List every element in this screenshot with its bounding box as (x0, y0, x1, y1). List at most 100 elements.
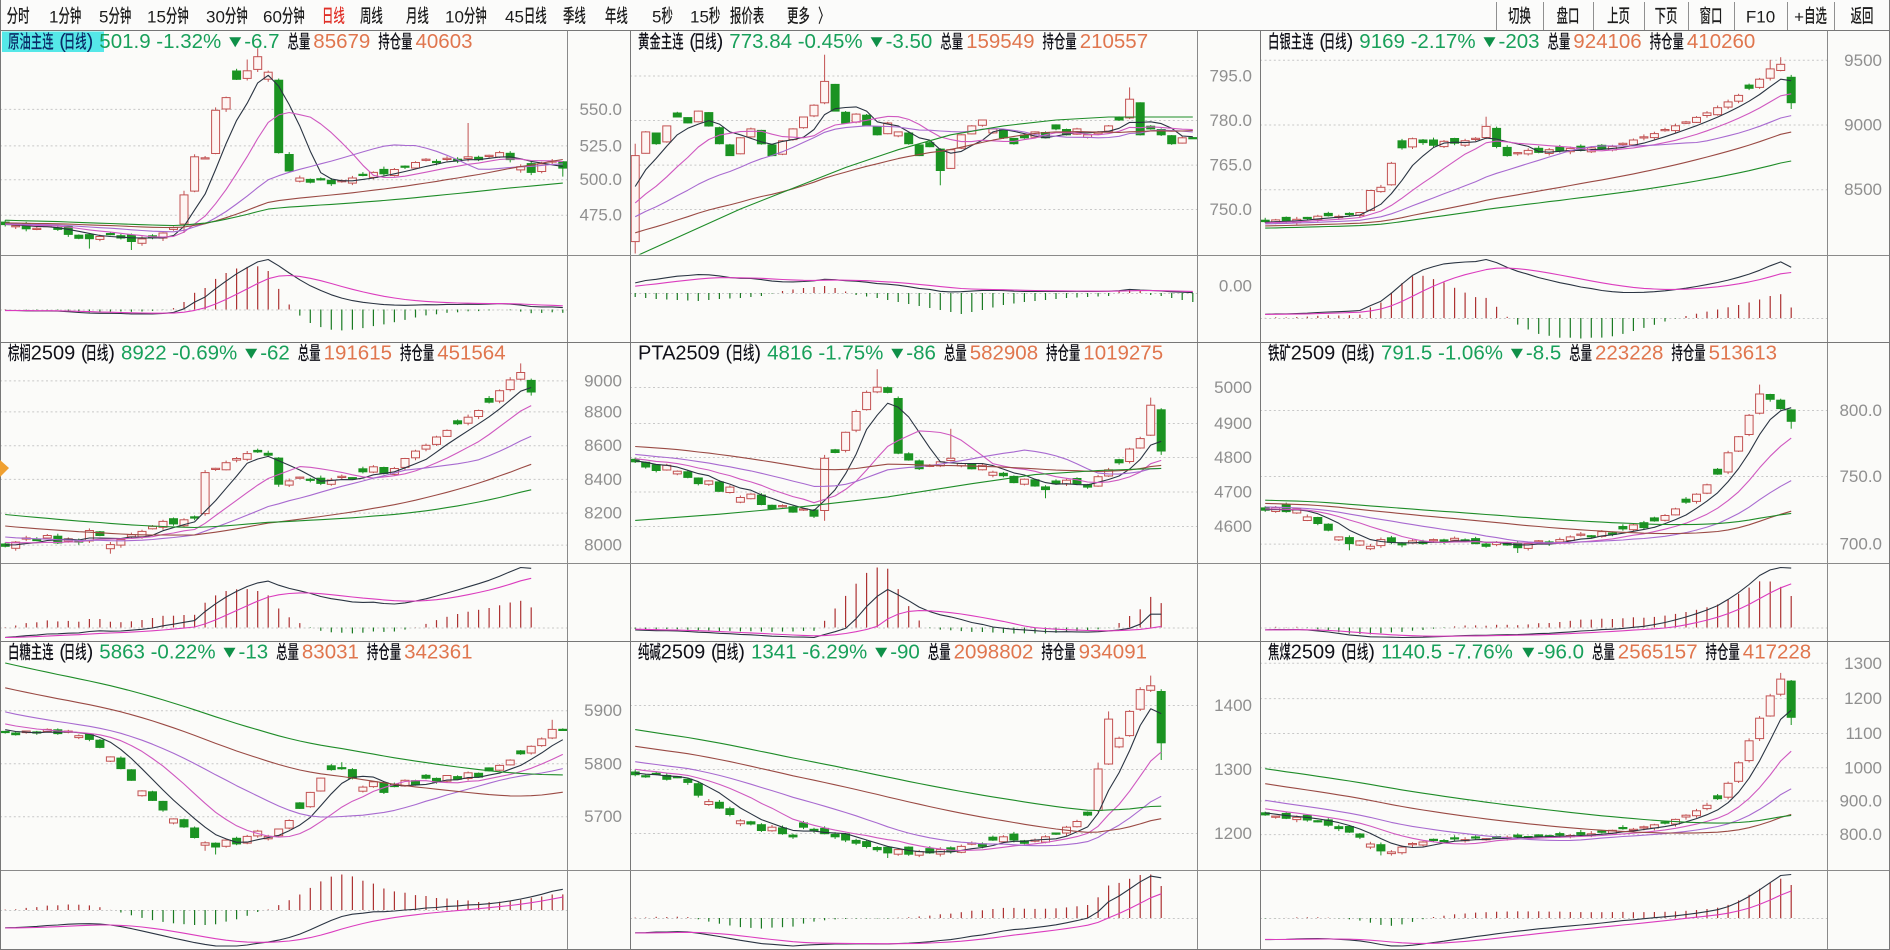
svg-text:417228: 417228 (1743, 641, 1811, 664)
svg-text:83031: 83031 (302, 641, 359, 664)
svg-text:8000: 8000 (584, 536, 622, 555)
svg-text:9169 -2.17%: 9169 -2.17% (1359, 30, 1475, 53)
svg-text:500.0: 500.0 (579, 170, 622, 189)
svg-text:1300: 1300 (1844, 654, 1882, 673)
svg-text:5000: 5000 (1214, 378, 1252, 397)
svg-text:2509 (: 2509 ( (1291, 343, 1348, 365)
svg-text:4900: 4900 (1214, 414, 1252, 433)
svg-text:410260: 410260 (1687, 30, 1755, 53)
svg-text:10: 10 (445, 8, 464, 27)
svg-text:4800: 4800 (1214, 448, 1252, 467)
svg-text:-96.0: -96.0 (1537, 641, 1584, 664)
svg-text:9000: 9000 (584, 371, 622, 390)
svg-text:800.0: 800.0 (1839, 401, 1882, 420)
svg-text:(: ( (689, 31, 696, 53)
svg-text:8800: 8800 (584, 402, 622, 421)
svg-text:750.0: 750.0 (1209, 200, 1252, 219)
svg-text:5863 -0.22%: 5863 -0.22% (99, 641, 215, 664)
svg-text:PTA2509 (: PTA2509 ( (638, 343, 732, 365)
svg-text:): ) (87, 31, 94, 53)
svg-text:765.0: 765.0 (1209, 156, 1252, 175)
svg-text:-13: -13 (239, 641, 269, 664)
svg-text:1341 -6.29%: 1341 -6.29% (751, 641, 867, 664)
svg-text:5800: 5800 (584, 754, 622, 773)
svg-text:0.00: 0.00 (1219, 277, 1252, 296)
svg-text:1100: 1100 (1845, 724, 1882, 743)
svg-text:): ) (1347, 31, 1354, 53)
svg-text:15: 15 (690, 8, 709, 27)
svg-text:791.5 -1.06%: 791.5 -1.06% (1381, 342, 1503, 365)
svg-text:1019275: 1019275 (1083, 342, 1163, 365)
svg-text:): ) (754, 343, 761, 365)
svg-text:8600: 8600 (584, 436, 622, 455)
svg-text:780.0: 780.0 (1209, 111, 1252, 130)
svg-text:900.0: 900.0 (1839, 792, 1882, 811)
svg-text:): ) (738, 642, 745, 664)
svg-text:451564: 451564 (437, 342, 505, 365)
svg-text:F10: F10 (1746, 8, 1775, 27)
svg-text:9000: 9000 (1844, 116, 1882, 135)
svg-text:45: 45 (505, 8, 524, 27)
svg-text:5: 5 (652, 8, 661, 27)
svg-text:1200: 1200 (1214, 824, 1252, 843)
svg-text:1000: 1000 (1844, 758, 1882, 777)
svg-text:210557: 210557 (1080, 30, 1148, 53)
svg-text:773.84 -0.45%: 773.84 -0.45% (729, 30, 862, 53)
svg-text:513613: 513613 (1709, 342, 1777, 365)
svg-text:934091: 934091 (1079, 641, 1147, 664)
svg-text:501.9 -1.32%: 501.9 -1.32% (99, 30, 221, 53)
svg-text:924106: 924106 (1573, 30, 1641, 53)
svg-text:159549: 159549 (966, 30, 1034, 53)
svg-text:): ) (108, 343, 115, 365)
svg-text:4600: 4600 (1214, 517, 1252, 536)
svg-text:2098802: 2098802 (954, 641, 1034, 664)
svg-text:1: 1 (49, 8, 58, 27)
svg-text:4816 -1.75%: 4816 -1.75% (767, 342, 883, 365)
svg-text:750.0: 750.0 (1839, 467, 1882, 486)
svg-text:5: 5 (99, 8, 108, 27)
svg-text:2509 (: 2509 ( (31, 343, 88, 365)
svg-text:-203: -203 (1499, 30, 1540, 53)
svg-text:15: 15 (147, 8, 166, 27)
svg-text:4700: 4700 (1214, 483, 1252, 502)
svg-text:2509 (: 2509 ( (661, 642, 718, 664)
svg-text:582908: 582908 (970, 342, 1038, 365)
svg-text:40603: 40603 (416, 30, 473, 53)
svg-text:9500: 9500 (1844, 51, 1882, 70)
svg-text:223228: 223228 (1595, 342, 1663, 365)
svg-text:): ) (1368, 343, 1375, 365)
svg-text:(: ( (59, 31, 66, 53)
svg-text:800.0: 800.0 (1839, 825, 1882, 844)
svg-text:(: ( (59, 642, 66, 664)
svg-text:85679: 85679 (313, 30, 370, 53)
svg-text:342361: 342361 (404, 641, 472, 664)
svg-text:700.0: 700.0 (1839, 535, 1882, 554)
svg-text:(: ( (1319, 31, 1326, 53)
svg-text:191615: 191615 (324, 342, 392, 365)
svg-text:8400: 8400 (584, 470, 622, 489)
svg-text:550.0: 550.0 (579, 100, 622, 119)
svg-text:2509 (: 2509 ( (1291, 642, 1348, 664)
svg-text:+: + (1794, 8, 1804, 27)
svg-text:60: 60 (263, 8, 282, 27)
svg-text:5700: 5700 (584, 807, 622, 826)
svg-text:-6.7: -6.7 (244, 30, 279, 53)
svg-text:): ) (87, 642, 94, 664)
svg-text:8200: 8200 (584, 504, 622, 523)
svg-text:): ) (1368, 642, 1375, 664)
svg-text:-90: -90 (890, 641, 920, 664)
svg-text:8922 -0.69%: 8922 -0.69% (121, 342, 237, 365)
svg-text:475.0: 475.0 (579, 206, 622, 225)
svg-text:1400: 1400 (1214, 696, 1252, 715)
svg-text:5900: 5900 (584, 701, 622, 720)
svg-text:30: 30 (206, 8, 225, 27)
svg-text:-3.50: -3.50 (886, 30, 933, 53)
svg-text:-8.5: -8.5 (1526, 342, 1561, 365)
svg-text:1300: 1300 (1214, 760, 1252, 779)
svg-text:1140.5 -7.76%: 1140.5 -7.76% (1381, 641, 1513, 664)
svg-text:525.0: 525.0 (579, 136, 622, 155)
svg-text:1200: 1200 (1844, 689, 1882, 708)
svg-text:8500: 8500 (1844, 180, 1882, 199)
svg-text:-62: -62 (260, 342, 290, 365)
svg-text:2565157: 2565157 (1618, 641, 1698, 664)
